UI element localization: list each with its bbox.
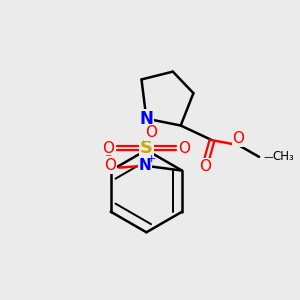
Text: S: S bbox=[140, 139, 153, 157]
Text: O: O bbox=[102, 140, 114, 155]
Text: O: O bbox=[199, 159, 211, 174]
Text: ⁻: ⁻ bbox=[104, 152, 111, 166]
Text: —: — bbox=[264, 152, 274, 162]
Text: +: + bbox=[147, 154, 156, 164]
Text: O: O bbox=[178, 140, 190, 155]
Text: O: O bbox=[145, 125, 157, 140]
Text: N: N bbox=[140, 110, 153, 128]
Text: O: O bbox=[104, 158, 116, 173]
Text: N: N bbox=[138, 158, 151, 173]
Text: O: O bbox=[232, 131, 244, 146]
Text: CH₃: CH₃ bbox=[273, 150, 295, 164]
